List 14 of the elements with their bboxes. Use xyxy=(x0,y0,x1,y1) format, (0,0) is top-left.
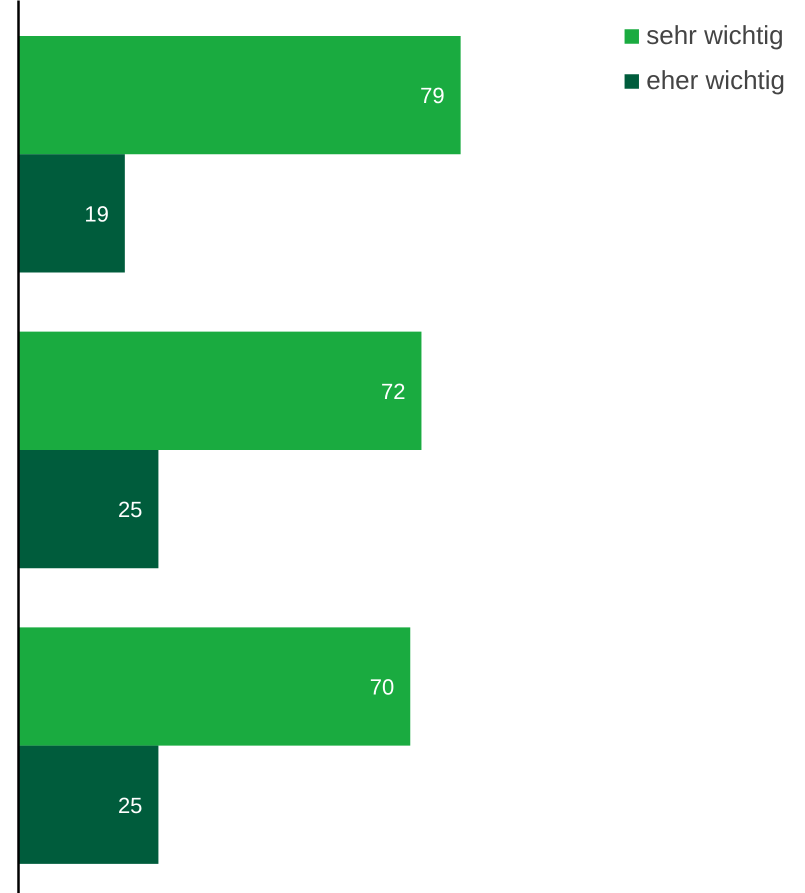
bar xyxy=(18,332,422,450)
data-label: 25 xyxy=(118,792,142,818)
data-label: 79 xyxy=(420,83,445,108)
bar xyxy=(18,154,125,273)
bar xyxy=(18,627,410,746)
legend-label: sehr wichtig xyxy=(646,20,784,51)
data-label: 25 xyxy=(118,497,142,522)
data-label: 72 xyxy=(380,378,406,404)
legend-label: eher wichtig xyxy=(646,65,785,96)
bar xyxy=(18,746,158,864)
bar xyxy=(18,36,461,154)
bar xyxy=(18,450,158,568)
data-label: 19 xyxy=(84,201,109,226)
data-label: 70 xyxy=(370,674,394,700)
